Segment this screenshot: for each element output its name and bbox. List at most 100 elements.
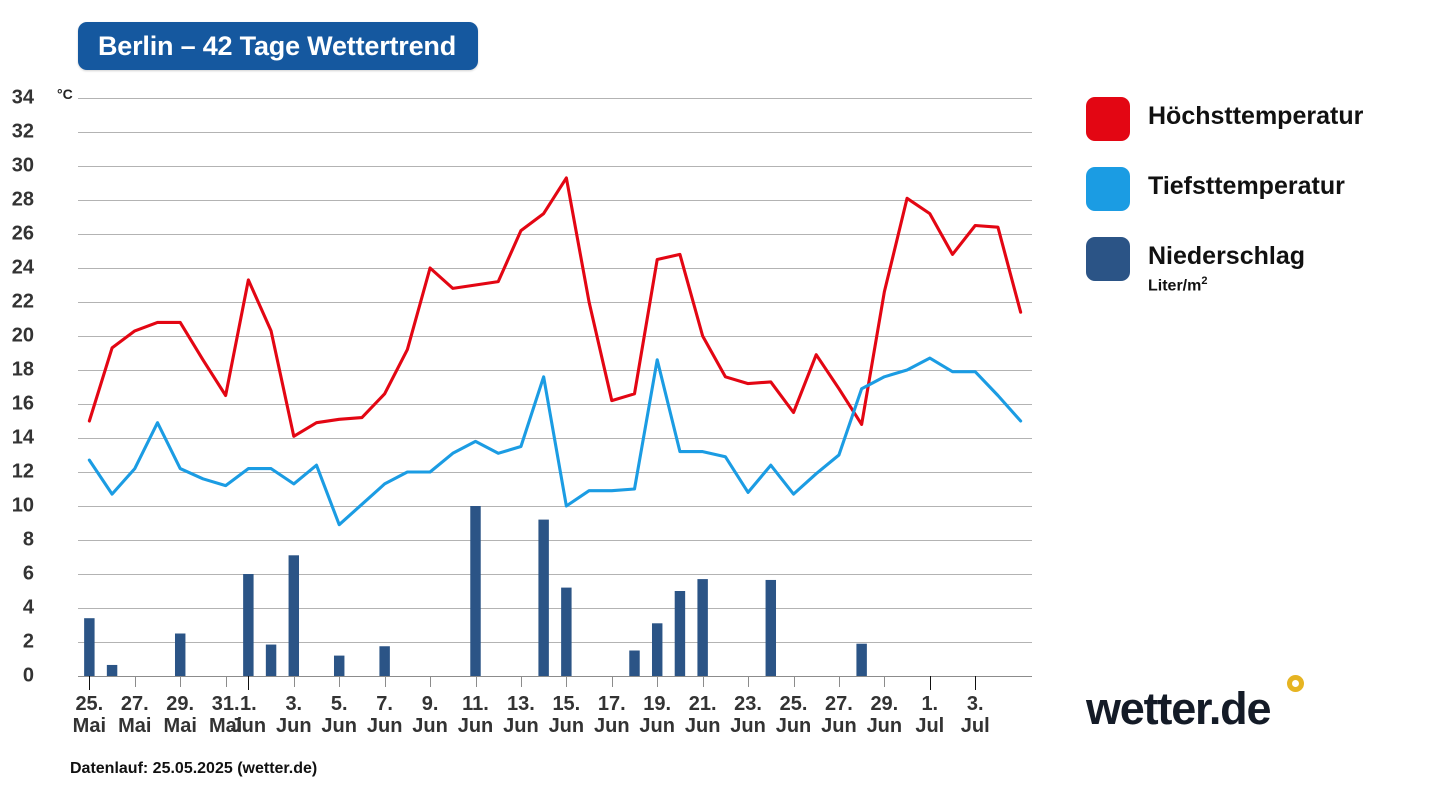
precipitation-bar	[674, 591, 686, 676]
precipitation-bar	[288, 555, 300, 676]
x-axis-tick-label: 15. Jun	[548, 693, 585, 738]
precipitation-bar	[561, 587, 572, 676]
y-axis-tick-label: 2	[22, 630, 34, 653]
x-axis-tick-mark	[611, 676, 613, 687]
x-axis-tick-mark	[225, 676, 227, 687]
chart-title-badge: Berlin – 42 Tage Wettertrend	[78, 22, 479, 70]
y-axis-tick-label: 26	[11, 222, 34, 245]
y-axis-tick-label: 8	[22, 528, 34, 551]
x-axis-tick-mark	[975, 676, 977, 690]
precipitation-bar	[333, 655, 345, 676]
precipitation-bar	[243, 574, 254, 676]
precipitation-bar	[856, 643, 867, 676]
x-axis-tick-mark	[430, 676, 432, 687]
precipitation-bar	[765, 579, 777, 676]
y-axis-tick-label: 30	[11, 154, 34, 177]
x-axis-tick-mark	[134, 676, 136, 687]
brand-wordmark: wetter.de	[1086, 683, 1271, 734]
x-axis-tick-mark	[748, 676, 750, 687]
x-axis-tick-mark	[89, 676, 91, 690]
max-temp-line	[87, 176, 1023, 438]
page-title: Berlin – 42 Tage Wettertrend	[98, 30, 457, 61]
x-axis-tick-label: 25. Jun	[775, 693, 812, 738]
gridline	[78, 132, 1032, 133]
gridline	[78, 302, 1032, 303]
y-axis-tick-label: 18	[11, 358, 34, 381]
datarun-note: Datenlauf: 25.05.2025 (wetter.de)	[70, 760, 318, 777]
precipitation-bar	[629, 650, 640, 676]
precipitation-bar	[84, 618, 95, 676]
y-axis-tick-label: 28	[11, 188, 34, 211]
chart-legend: Höchsttemperatur Tiefsttemperatur Niedersc…	[1086, 97, 1416, 322]
precipitation-bar	[379, 646, 390, 676]
x-axis-tick-label: 19. Jun	[639, 693, 675, 738]
gridline	[78, 404, 1032, 405]
gridline	[78, 540, 1032, 541]
y-axis-tick-label: 16	[11, 392, 34, 415]
legend-item-label: Tiefsttemperatur	[1148, 172, 1345, 200]
legend-item-label: Niederschlag	[1148, 242, 1306, 270]
y-axis-tick-label: 10	[11, 494, 34, 517]
x-axis-tick-label: 27. Mai	[118, 693, 152, 738]
precipitation-bar	[470, 506, 481, 676]
x-axis-tick-label: 7. Jun	[366, 693, 403, 738]
x-axis-tick-label: 1. Jul	[915, 693, 945, 738]
ring-icon	[1287, 675, 1304, 692]
gridline	[78, 200, 1032, 201]
x-axis-tick-label: 29. Jun	[866, 693, 903, 738]
gridline	[78, 574, 1032, 575]
y-axis-tick-label: 32	[11, 120, 34, 143]
x-axis-tick-mark	[520, 676, 522, 687]
x-axis-tick-label: 3. Jun	[276, 693, 312, 738]
y-axis-tick-label: 12	[11, 460, 34, 483]
x-axis-tick-mark	[293, 676, 295, 687]
gridline	[78, 370, 1032, 371]
x-axis-tick-label: 27. Jun	[821, 693, 857, 738]
precipitation-bar	[265, 644, 277, 676]
legend-color-swatch	[1086, 237, 1130, 281]
min-temp-line	[87, 356, 1023, 527]
x-axis-tick-mark	[929, 676, 931, 690]
y-axis-tick-label: 22	[11, 290, 34, 313]
y-axis-unit-label: °C	[57, 86, 73, 102]
precipitation-bar	[538, 519, 549, 676]
legend-item: Niederschlag Liter/m2	[1086, 237, 1416, 296]
y-axis-tick-label: 20	[11, 324, 34, 347]
gridline	[78, 268, 1032, 269]
x-axis-tick-mark	[657, 676, 659, 687]
legend-item-label: Höchsttemperatur	[1148, 102, 1364, 130]
gridline	[78, 336, 1032, 337]
y-axis-tick-label: 24	[11, 256, 34, 279]
gridline	[78, 98, 1032, 99]
legend-color-swatch	[1086, 97, 1130, 141]
y-axis-tick-label: 6	[22, 562, 34, 585]
x-axis-tick-mark	[702, 676, 704, 687]
x-axis-tick-mark	[793, 676, 795, 687]
x-axis-tick-label: 21. Jun	[684, 693, 721, 738]
x-axis-tick-mark	[566, 676, 568, 687]
legend-item: Tiefsttemperatur	[1086, 167, 1416, 211]
plot-area	[78, 98, 1032, 677]
legend-item-unit: Liter/m2	[1148, 275, 1208, 295]
x-axis-baseline	[78, 676, 1032, 677]
x-axis-tick-mark	[248, 676, 250, 690]
gridline	[78, 608, 1032, 609]
x-axis-tick-label: 5. Jun	[321, 693, 357, 738]
brand-logo: wetter.de	[1086, 675, 1304, 746]
x-axis-tick-label: 23. Jun	[730, 693, 766, 738]
x-axis-tick-label: 11. Jun	[457, 693, 494, 738]
gridline	[78, 166, 1032, 167]
precipitation-bar	[697, 579, 708, 676]
y-axis-tick-label: 34	[11, 86, 34, 109]
x-axis-tick-label: 31. Mai	[208, 693, 243, 738]
gridline	[78, 506, 1032, 507]
gridline	[78, 472, 1032, 473]
precipitation-bar	[106, 664, 118, 676]
x-axis-tick-mark	[475, 676, 477, 687]
legend-color-swatch	[1086, 167, 1130, 211]
precipitation-bar	[174, 633, 186, 676]
series-layer	[84, 176, 1023, 676]
x-axis-tick-label: 1. Jun	[230, 693, 267, 738]
chart-area: °C 0 2 4 6 8 10 12 14 16 18 20 22 24 26 28 30 32 34 25. Ma…	[11, 86, 1032, 738]
